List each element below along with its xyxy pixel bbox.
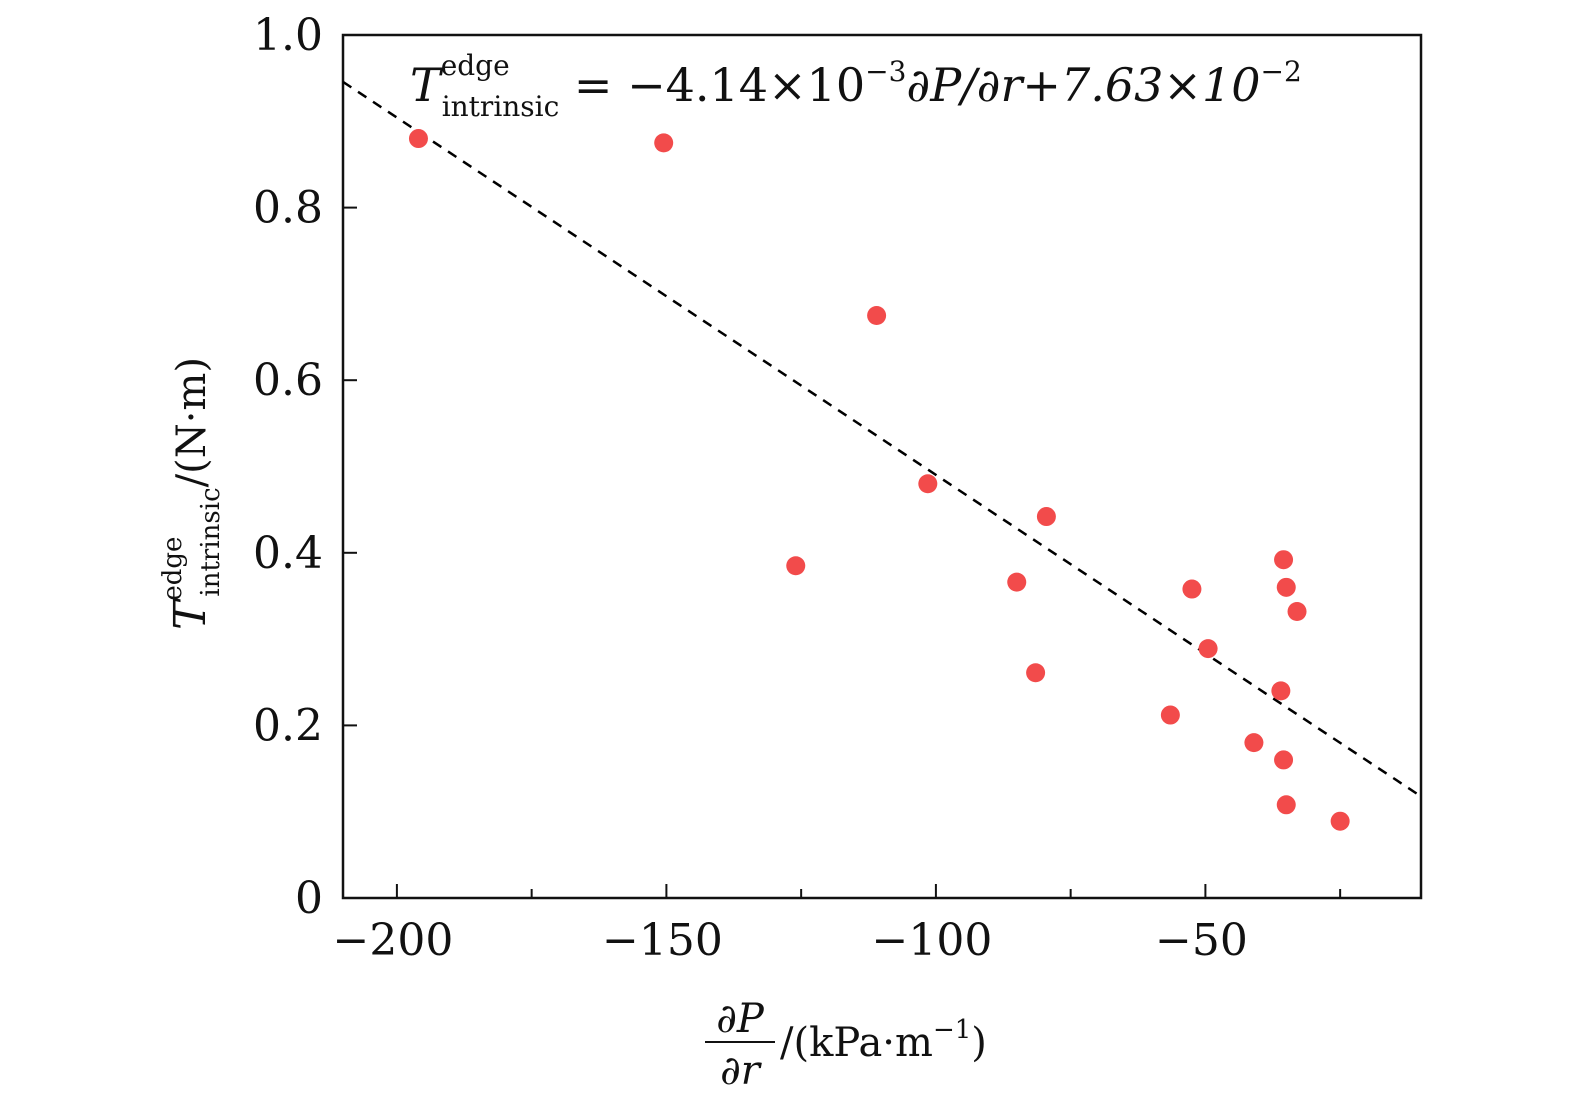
- data-point: [918, 474, 938, 494]
- x-label-units: /(kPa·m−1): [780, 1015, 987, 1066]
- data-point: [1160, 705, 1180, 725]
- data-point: [1036, 507, 1056, 527]
- data-point: [1276, 577, 1296, 597]
- data-point: [1274, 550, 1294, 570]
- y-tick-label: 0.6: [253, 355, 323, 406]
- x-tick-label: −100: [871, 915, 992, 966]
- data-point: [867, 305, 887, 325]
- data-point: [1274, 750, 1294, 770]
- data-point: [1287, 601, 1307, 621]
- fit-line-group: [343, 80, 1421, 798]
- y-axis-label: Tedge intrinsic/(N·m): [158, 357, 226, 630]
- data-point: [1244, 733, 1264, 753]
- x-tick-label: −200: [332, 915, 453, 966]
- data-point: [1198, 639, 1218, 659]
- y-tick-label: 0.4: [253, 528, 323, 579]
- data-point: [654, 133, 674, 153]
- data-point: [1026, 663, 1046, 683]
- data-point: [1271, 681, 1291, 701]
- data-point: [1330, 811, 1350, 831]
- data-point: [1007, 572, 1027, 592]
- y-axis-ticks: 0 0.2 0.4 0.6 0.8 1.0: [253, 10, 357, 924]
- y-tick-label: 0: [295, 873, 323, 924]
- fit-line: [343, 80, 1421, 798]
- data-points: [408, 129, 1350, 831]
- y-tick-label: 1.0: [253, 10, 323, 61]
- x-axis-ticks: −200 −150 −100 −50: [332, 884, 1342, 966]
- x-axis-label: ∂P ∂r /(kPa·m−1): [705, 996, 987, 1094]
- x-tick-label: −150: [602, 915, 723, 966]
- plot-frame: [341, 33, 1423, 900]
- data-point: [786, 556, 806, 576]
- fit-equation: Tedge intrinsic = −4.14×10−3∂P/∂r+7.63×10…: [410, 49, 1302, 123]
- data-point: [408, 129, 428, 149]
- x-label-denominator: ∂r: [720, 1048, 763, 1094]
- y-tick-label: 0.8: [253, 183, 323, 234]
- y-tick-label: 0.2: [253, 700, 323, 751]
- x-label-numerator: ∂P: [716, 996, 765, 1042]
- data-point: [1276, 795, 1296, 815]
- x-tick-label: −50: [1155, 915, 1248, 966]
- data-point: [1182, 579, 1202, 599]
